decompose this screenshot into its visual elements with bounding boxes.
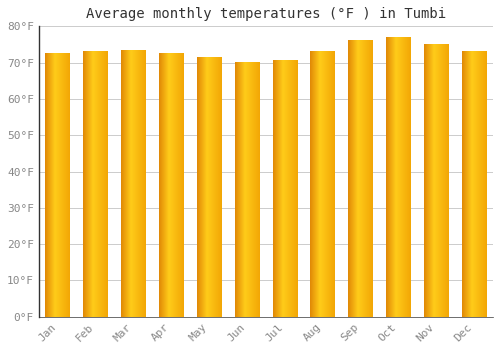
Title: Average monthly temperatures (°F ) in Tumbi: Average monthly temperatures (°F ) in Tu… (86, 7, 446, 21)
